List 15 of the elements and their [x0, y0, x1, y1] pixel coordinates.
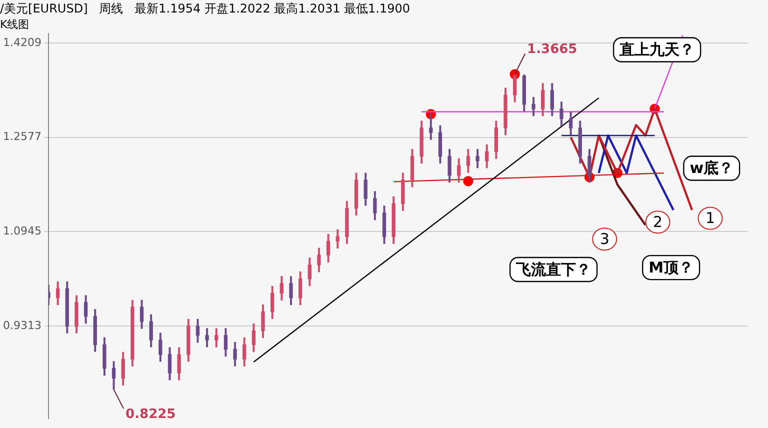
chart-title: /美元[EURUSD] 周线 最新1.1954 开盘1.2022 最高1.2031 最低1.1900: [0, 1, 410, 16]
y-tick-label: 1.0945: [2, 224, 42, 238]
annotation: 1.3665: [527, 42, 578, 58]
annotation: 3: [600, 230, 610, 248]
y-tick-label: 0.9313: [2, 318, 42, 332]
annotation: M顶？: [648, 258, 694, 276]
annotation: 飞流直下？: [515, 260, 592, 278]
annotation: 2: [652, 213, 663, 232]
annotation: 0.8225: [126, 406, 176, 422]
y-tick-label: 1.2577: [2, 130, 42, 144]
chart-subtitle: K线图: [0, 18, 30, 31]
annotation: 1: [705, 209, 715, 228]
annotation: 直上九天？: [618, 40, 695, 59]
y-tick-label: 1.4209: [2, 36, 42, 49]
annotation: w底？: [690, 159, 734, 178]
